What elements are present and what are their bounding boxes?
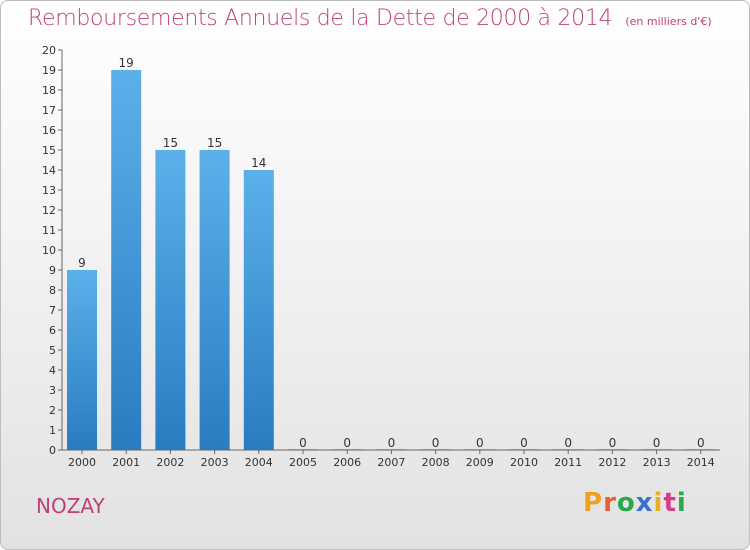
x-tick-label: 2013 <box>643 456 671 469</box>
data-label: 14 <box>251 156 266 170</box>
y-tick-label: 2 <box>49 404 56 417</box>
y-tick-label: 12 <box>42 204 56 217</box>
x-tick-label: 2000 <box>68 456 96 469</box>
data-label: 15 <box>163 136 178 150</box>
x-tick-label: 2001 <box>112 456 140 469</box>
bar <box>67 270 97 450</box>
logo-letter: o <box>616 488 636 518</box>
bar <box>155 150 186 450</box>
x-tick-label: 2008 <box>422 456 450 469</box>
y-tick-label: 6 <box>49 324 56 337</box>
data-label: 19 <box>119 56 134 70</box>
data-label: 0 <box>609 436 617 450</box>
logo-letter: t <box>663 488 677 518</box>
x-tick-label: 2004 <box>245 456 273 469</box>
data-label: 0 <box>343 436 351 450</box>
data-label: 9 <box>78 256 86 270</box>
y-tick-label: 3 <box>49 384 56 397</box>
y-tick-label: 13 <box>42 184 56 197</box>
y-tick-label: 5 <box>49 344 56 357</box>
y-tick-label: 11 <box>42 224 56 237</box>
x-tick-label: 2005 <box>289 456 317 469</box>
y-tick-label: 19 <box>42 64 56 77</box>
y-tick-label: 16 <box>42 124 56 137</box>
data-label: 0 <box>388 436 396 450</box>
y-tick-label: 4 <box>49 364 56 377</box>
x-tick-label: 2009 <box>466 456 494 469</box>
proxiti-logo: Proxiti <box>583 488 687 518</box>
y-tick-label: 20 <box>42 44 56 57</box>
bar <box>199 150 230 450</box>
y-tick-label: 7 <box>49 304 56 317</box>
y-tick-label: 14 <box>42 164 56 177</box>
x-tick-label: 2010 <box>510 456 538 469</box>
y-tick-label: 1 <box>49 424 56 437</box>
data-label: 0 <box>697 436 705 450</box>
x-tick-label: 2011 <box>554 456 582 469</box>
x-tick-label: 2003 <box>201 456 229 469</box>
data-label: 0 <box>564 436 572 450</box>
chart-title-block: Remboursements Annuels de la Dette de 20… <box>28 6 712 31</box>
data-label: 0 <box>299 436 307 450</box>
y-tick-label: 18 <box>42 84 56 97</box>
y-tick-label: 10 <box>42 244 56 257</box>
data-label: 0 <box>520 436 528 450</box>
y-tick-label: 8 <box>49 284 56 297</box>
logo-letter: i <box>676 488 687 518</box>
chart-title: Remboursements Annuels de la Dette de 20… <box>28 6 613 31</box>
x-tick-label: 2007 <box>377 456 405 469</box>
bar <box>111 70 142 450</box>
y-tick-label: 9 <box>49 264 56 277</box>
x-tick-label: 2006 <box>333 456 361 469</box>
chart-subtitle: (en milliers d'€) <box>625 15 712 28</box>
data-label: 15 <box>207 136 222 150</box>
y-tick-label: 17 <box>42 104 56 117</box>
data-label: 0 <box>432 436 440 450</box>
x-tick-label: 2014 <box>687 456 715 469</box>
logo-letter: P <box>583 488 604 518</box>
logo-letter: i <box>653 488 664 518</box>
x-tick-label: 2012 <box>598 456 626 469</box>
data-label: 0 <box>653 436 661 450</box>
commune-name: NOZAY <box>36 494 105 518</box>
logo-letter: r <box>603 488 617 518</box>
logo-letter: x <box>635 488 654 518</box>
y-tick-label: 0 <box>49 444 56 457</box>
y-tick-label: 15 <box>42 144 56 157</box>
bar <box>243 170 274 450</box>
x-tick-label: 2002 <box>156 456 184 469</box>
data-label: 0 <box>476 436 484 450</box>
